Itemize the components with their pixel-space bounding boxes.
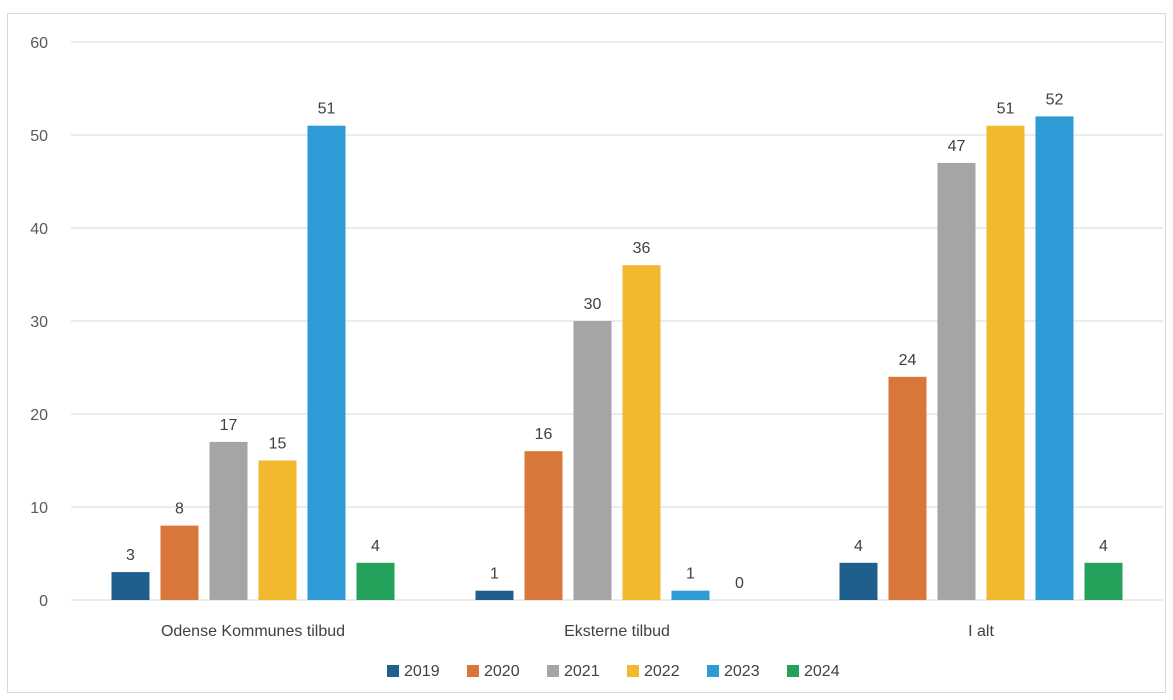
bar bbox=[307, 125, 346, 600]
category-label: I alt bbox=[968, 623, 994, 640]
chart-frame: 0 10 20 30 40 50 60 Odense Kommunes tilbud Ekste… bbox=[7, 13, 1166, 693]
bar bbox=[573, 321, 612, 600]
data-label: 47 bbox=[948, 138, 966, 155]
legend-label: 2024 bbox=[804, 663, 840, 680]
y-tick-label: 10 bbox=[30, 500, 48, 517]
bar bbox=[622, 265, 661, 600]
bar bbox=[356, 562, 395, 600]
legend-label: 2022 bbox=[644, 663, 680, 680]
legend-label: 2021 bbox=[564, 663, 600, 680]
bar bbox=[160, 525, 199, 600]
data-label: 8 bbox=[175, 501, 184, 518]
legend-swatch bbox=[627, 665, 639, 677]
data-label: 1 bbox=[686, 566, 695, 583]
legend-label: 2020 bbox=[484, 663, 520, 680]
legend-label: 2019 bbox=[404, 663, 440, 680]
legend-swatch bbox=[467, 665, 479, 677]
bar bbox=[888, 376, 927, 600]
legend: 2019 2020 2021 2022 2023 2024 bbox=[387, 663, 840, 680]
bar bbox=[839, 562, 878, 600]
y-tick-label: 30 bbox=[30, 314, 48, 331]
data-label: 52 bbox=[1046, 91, 1064, 108]
data-label: 36 bbox=[633, 240, 651, 257]
data-label: 4 bbox=[371, 538, 380, 555]
bar bbox=[209, 441, 248, 600]
data-label: 16 bbox=[535, 426, 553, 443]
legend-swatch bbox=[787, 665, 799, 677]
data-label: 3 bbox=[126, 547, 135, 564]
data-label: 4 bbox=[854, 538, 863, 555]
bar bbox=[475, 590, 514, 600]
legend-swatch bbox=[707, 665, 719, 677]
bar bbox=[986, 125, 1025, 600]
data-label: 1 bbox=[490, 566, 499, 583]
data-label: 4 bbox=[1099, 538, 1108, 555]
bars bbox=[111, 116, 1123, 601]
legend-label: 2023 bbox=[724, 663, 760, 680]
bar bbox=[258, 460, 297, 600]
y-tick-label: 50 bbox=[30, 128, 48, 145]
legend-swatch bbox=[387, 665, 399, 677]
bar bbox=[524, 451, 563, 600]
category-label: Eksterne tilbud bbox=[564, 623, 670, 640]
data-label: 51 bbox=[997, 101, 1015, 118]
gridlines bbox=[71, 41, 1163, 601]
category-label: Odense Kommunes tilbud bbox=[161, 623, 345, 640]
bar bbox=[937, 162, 976, 600]
data-label: 17 bbox=[220, 417, 238, 434]
data-label: 30 bbox=[584, 296, 602, 313]
data-labels: 3 8 17 15 51 4 1 16 30 36 1 0 4 24 47 51 52 4 bbox=[126, 91, 1108, 592]
y-tick-label: 0 bbox=[39, 593, 48, 610]
y-tick-label: 60 bbox=[30, 35, 48, 52]
bar bbox=[671, 590, 710, 600]
bar bbox=[1035, 116, 1074, 601]
bar bbox=[1084, 562, 1123, 600]
y-tick-label: 20 bbox=[30, 407, 48, 424]
data-label: 24 bbox=[899, 352, 917, 369]
y-tick-label: 40 bbox=[30, 221, 48, 238]
legend-swatch bbox=[547, 665, 559, 677]
bar bbox=[111, 572, 150, 600]
data-label: 0 bbox=[735, 575, 744, 592]
data-label: 15 bbox=[269, 436, 287, 453]
data-label: 51 bbox=[318, 101, 336, 118]
